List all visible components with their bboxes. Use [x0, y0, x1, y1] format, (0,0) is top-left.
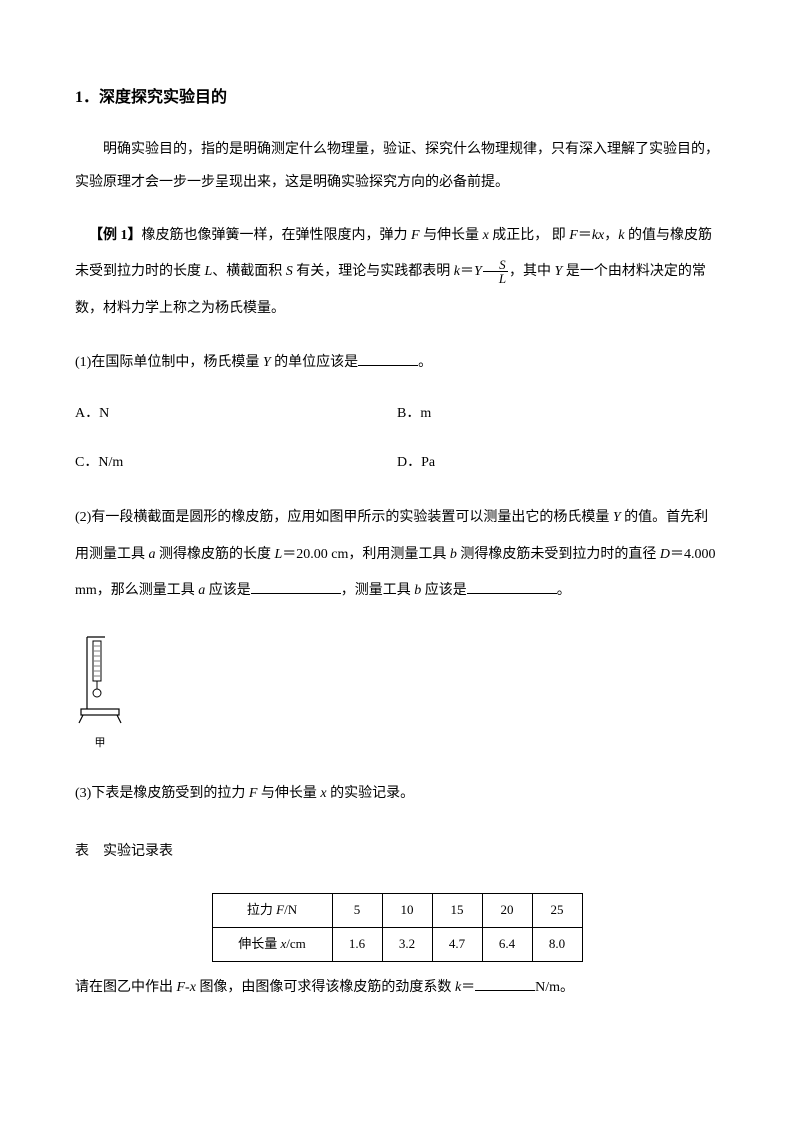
cell: 8.0 — [532, 927, 582, 961]
txt: 与伸长量 — [420, 228, 483, 243]
numerator: S — [483, 258, 508, 272]
txt: 拉力 F/N — [247, 902, 297, 917]
answer-blank[interactable] — [358, 365, 418, 366]
txt: 。 — [557, 583, 571, 598]
data-table: 拉力 F/N 5 10 15 20 25 伸长量 x/cm 1.6 3.2 4.… — [212, 893, 583, 962]
cell: 1.6 — [332, 927, 382, 961]
table-row: 拉力 F/N 5 10 15 20 25 — [212, 893, 582, 927]
option-b[interactable]: B．m — [397, 403, 719, 425]
txt: ，其中 — [509, 264, 555, 279]
eq: ＝ — [460, 264, 474, 279]
question-3b: 请在图乙中作出 F-x 图像，由图像可求得该橡皮筋的劲度系数 k＝N/m。 — [75, 970, 719, 1006]
txt: 应该是 — [205, 583, 251, 598]
section-heading: 1．深度探究实验目的 — [75, 85, 719, 111]
var-Y: Y — [613, 510, 621, 525]
txt: 伸长量 x/cm — [238, 936, 306, 951]
txt: 成正比， 即 — [489, 228, 570, 243]
data-table-wrap: 拉力 F/N 5 10 15 20 25 伸长量 x/cm 1.6 3.2 4.… — [75, 893, 719, 962]
txt: 、横截面积 — [212, 264, 286, 279]
var-Y: Y — [263, 355, 271, 370]
eq: kx — [592, 228, 604, 243]
option-d[interactable]: D．Pa — [397, 452, 719, 474]
txt: 。 — [418, 355, 432, 370]
cell: 20 — [482, 893, 532, 927]
cell: 4.7 — [432, 927, 482, 961]
txt: (3)下表是橡皮筋受到的拉力 — [75, 786, 249, 801]
txt: 图像，由图像可求得该橡皮筋的劲度系数 — [196, 980, 455, 995]
txt: 与伸长量 — [257, 786, 320, 801]
var-D: D — [660, 547, 670, 562]
txt: 请在图乙中作出 — [75, 980, 177, 995]
txt: ， — [604, 228, 618, 243]
txt: ＝20.00 cm，利用测量工具 — [282, 547, 450, 562]
apparatus-svg: 甲 — [75, 631, 125, 752]
options-row-1: A．N B．m — [75, 403, 719, 425]
cell: 5 — [332, 893, 382, 927]
denominator: L — [483, 272, 508, 285]
txt: 有关，理论与实践都表明 — [293, 264, 454, 279]
apparatus-diagram: 甲 — [75, 631, 719, 754]
example-label: 【例 1】 — [89, 228, 142, 243]
txt: 测得橡皮筋未受到拉力时的直径 — [457, 547, 660, 562]
var-Fx: F-x — [177, 980, 196, 995]
answer-blank[interactable] — [251, 593, 341, 594]
option-a[interactable]: A．N — [75, 403, 397, 425]
row-label: 拉力 F/N — [212, 893, 332, 927]
txt: N/m。 — [535, 980, 574, 995]
options-row-2: C．N/m D．Pa — [75, 452, 719, 474]
table-row: 伸长量 x/cm 1.6 3.2 4.7 6.4 8.0 — [212, 927, 582, 961]
txt: 橡皮筋也像弹簧一样，在弹性限度内，弹力 — [142, 228, 412, 243]
txt: ＝ — [461, 980, 475, 995]
option-c[interactable]: C．N/m — [75, 452, 397, 474]
intro-paragraph: 明确实验目的，指的是明确测定什么物理量，验证、探究什么物理规律，只有深入理解了实… — [75, 133, 719, 200]
answer-blank[interactable] — [475, 990, 535, 991]
example-paragraph: 【例 1】橡皮筋也像弹簧一样，在弹性限度内，弹力 F 与伸长量 x 成正比， 即… — [75, 218, 719, 327]
eq: F — [569, 228, 578, 243]
var-a: a — [149, 547, 156, 562]
txt: 测得橡皮筋的长度 — [156, 547, 275, 562]
eq: ＝ — [578, 228, 592, 243]
table-caption: 表 实验记录表 — [75, 834, 719, 870]
var-F: F — [411, 228, 420, 243]
row-label: 伸长量 x/cm — [212, 927, 332, 961]
question-1: (1)在国际单位制中，杨氏模量 Y 的单位应该是 。 — [75, 345, 719, 381]
txt: (1)在国际单位制中，杨氏模量 — [75, 355, 263, 370]
cell: 10 — [382, 893, 432, 927]
question-3: (3)下表是橡皮筋受到的拉力 F 与伸长量 x 的实验记录。 — [75, 776, 719, 812]
cell: 3.2 — [382, 927, 432, 961]
txt: 的实验记录。 — [327, 786, 415, 801]
txt: ，测量工具 — [341, 583, 415, 598]
txt: (2)有一段横截面是圆形的橡皮筋，应用如图甲所示的实验装置可以测量出它的杨氏模量 — [75, 510, 613, 525]
txt: 的单位应该是 — [271, 355, 359, 370]
var-Y: Y — [474, 264, 482, 279]
question-2: (2)有一段横截面是圆形的橡皮筋，应用如图甲所示的实验装置可以测量出它的杨氏模量… — [75, 500, 719, 609]
txt: 应该是 — [421, 583, 467, 598]
answer-blank[interactable] — [467, 593, 557, 594]
cell: 6.4 — [482, 927, 532, 961]
cell: 15 — [432, 893, 482, 927]
fraction: SL — [483, 258, 508, 285]
var-b: b — [450, 547, 457, 562]
cell: 25 — [532, 893, 582, 927]
var-S: S — [286, 264, 293, 279]
diagram-caption: 甲 — [75, 735, 125, 753]
